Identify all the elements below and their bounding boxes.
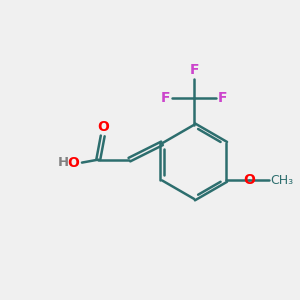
- Text: H: H: [58, 156, 69, 169]
- Text: F: F: [161, 91, 170, 105]
- Text: F: F: [218, 91, 227, 105]
- Text: O: O: [243, 173, 255, 188]
- Text: F: F: [189, 63, 199, 77]
- Text: CH₃: CH₃: [270, 174, 293, 187]
- Text: O: O: [97, 119, 109, 134]
- Text: O: O: [67, 156, 79, 170]
